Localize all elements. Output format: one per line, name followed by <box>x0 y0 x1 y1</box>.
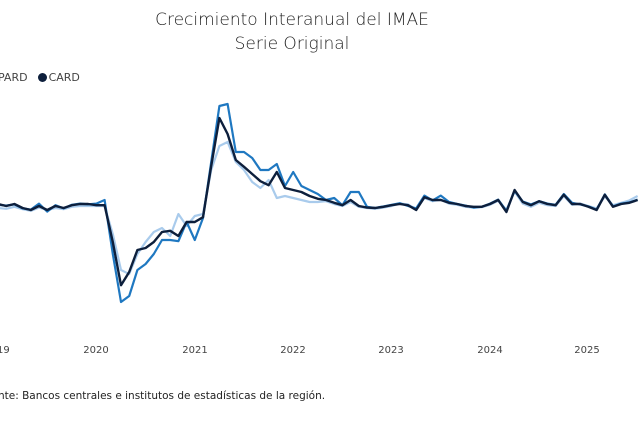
source-note: nte: Bancos centrales e institutos de es… <box>0 390 326 402</box>
x-tick-2020: 2020 <box>83 345 108 356</box>
series-line-card <box>0 116 638 287</box>
legend-label-card: CARD <box>48 71 80 84</box>
legend-dot-card <box>37 73 47 82</box>
x-tick-2019: 2019 <box>0 345 10 356</box>
legend-item-card[interactable]: CARD <box>37 71 80 84</box>
legend: PARD CARD <box>0 71 80 84</box>
legend-item-pard[interactable]: PARD <box>0 71 28 84</box>
x-tick-2024: 2024 <box>477 345 502 356</box>
x-tick-2021: 2021 <box>182 345 207 356</box>
chart-title: Crecimiento Interanual del IMAE <box>155 10 429 30</box>
chart-subtitle: Serie Original <box>234 34 350 54</box>
legend-label-pard: PARD <box>0 71 28 84</box>
x-tick-2023: 2023 <box>378 345 403 356</box>
series-line-unnamed-0 <box>0 140 639 276</box>
x-tick-2025: 2025 <box>574 345 599 356</box>
x-tick-2022: 2022 <box>280 345 305 356</box>
